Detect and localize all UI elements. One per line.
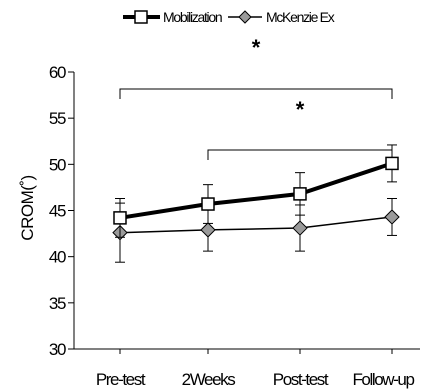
data-point-diamond — [292, 220, 308, 236]
x-tick-label: Follow-up — [352, 370, 414, 389]
legend-entry-mckenzie: McKenzie Ex — [228, 9, 336, 25]
series-line — [119, 216, 393, 234]
data-point-square — [201, 197, 215, 211]
significance-brackets: ** — [119, 35, 393, 160]
y-tick-label: 60 — [49, 63, 66, 82]
series-group — [112, 144, 400, 263]
y-tick-label: 45 — [49, 202, 66, 221]
y-tick-label: 55 — [49, 109, 66, 128]
x-tick-label: Pre-test — [96, 370, 146, 389]
legend-label-mobilization: Mobilization — [163, 9, 222, 25]
axes: 30 35 40 45 50 55 60 Pre-test 2Weeks Post-test Fol… — [49, 63, 420, 389]
y-tick-label: 30 — [49, 340, 66, 359]
data-point-diamond — [384, 209, 400, 225]
series-line — [119, 161, 393, 220]
series-mckenzie-ex — [112, 197, 400, 263]
significance-bracket — [119, 88, 393, 99]
significance-star: * — [252, 35, 261, 60]
legend-marker-square — [134, 10, 148, 24]
legend-marker-diamond — [238, 10, 252, 24]
y-axis-label: CROM(˚) — [18, 175, 37, 240]
data-point-square — [293, 187, 307, 201]
significance-bracket — [207, 149, 393, 160]
y-tick-label: 50 — [49, 155, 66, 174]
x-tick-label: Post-test — [273, 370, 329, 389]
legend: Mobilization McKenzie Ex — [123, 9, 336, 25]
data-point-square — [113, 211, 127, 225]
y-tick-label: 35 — [49, 294, 66, 313]
legend-entry-mobilization: Mobilization — [123, 9, 223, 25]
data-point-square — [385, 156, 399, 171]
data-point-diamond — [200, 222, 216, 238]
y-tick-label: 40 — [49, 248, 66, 267]
significance-star: * — [296, 97, 305, 122]
series-mobilization — [113, 144, 399, 238]
legend-label-mckenzie: McKenzie Ex — [266, 9, 335, 25]
x-tick-label: 2Weeks — [182, 370, 236, 389]
